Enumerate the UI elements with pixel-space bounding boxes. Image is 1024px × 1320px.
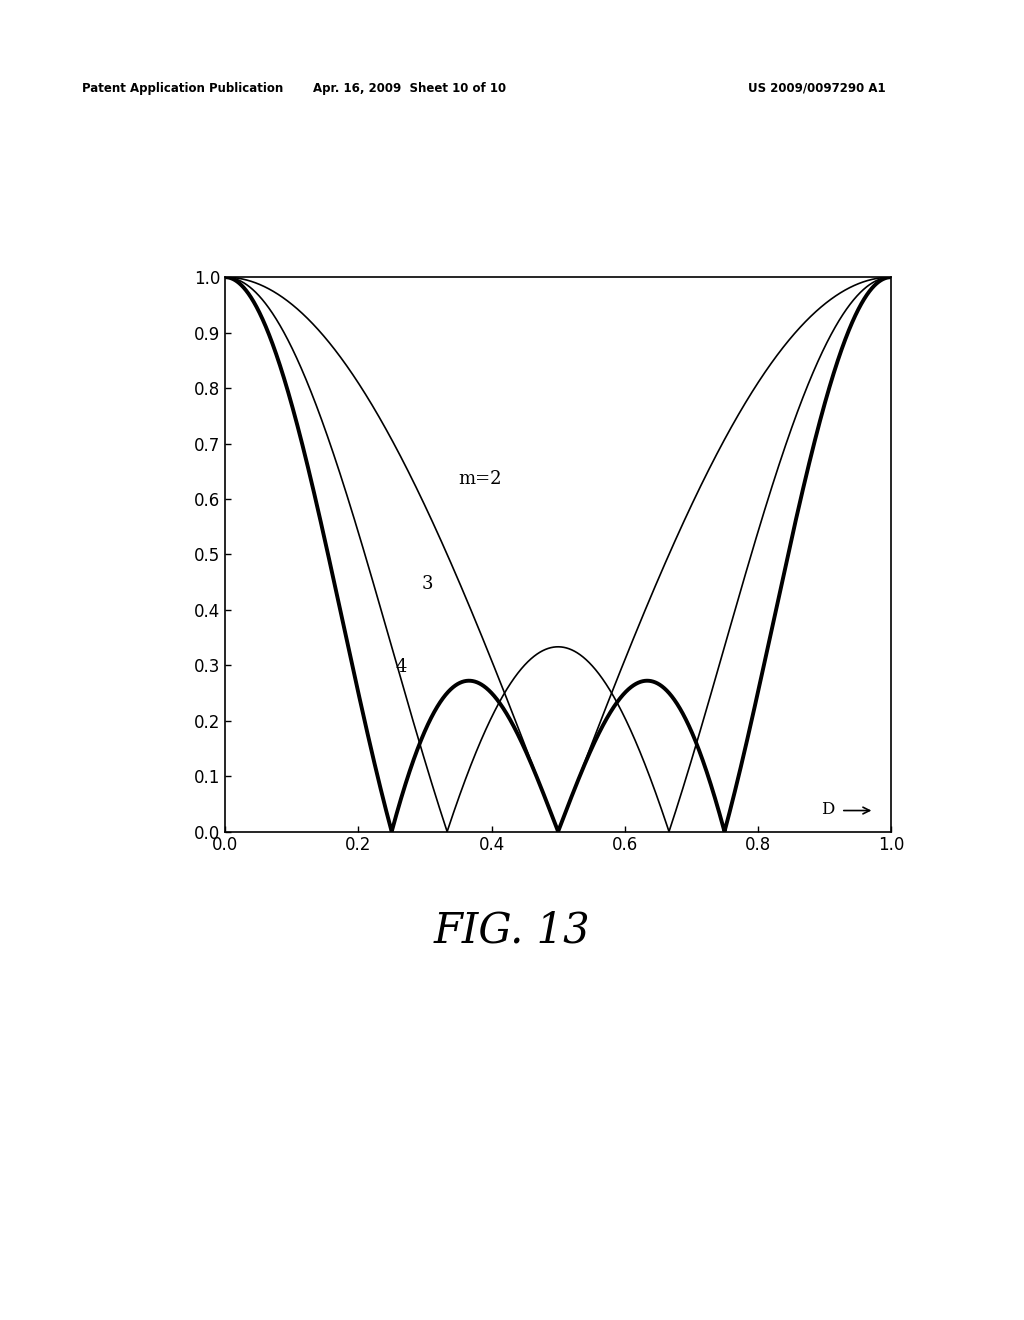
- Text: D: D: [821, 801, 835, 817]
- Text: 4: 4: [395, 659, 407, 676]
- Text: m=2: m=2: [459, 470, 502, 488]
- Text: Apr. 16, 2009  Sheet 10 of 10: Apr. 16, 2009 Sheet 10 of 10: [313, 82, 506, 95]
- Text: Patent Application Publication: Patent Application Publication: [82, 82, 284, 95]
- Text: US 2009/0097290 A1: US 2009/0097290 A1: [748, 82, 885, 95]
- Text: FIG. 13: FIG. 13: [434, 909, 590, 952]
- Text: 3: 3: [422, 576, 433, 593]
